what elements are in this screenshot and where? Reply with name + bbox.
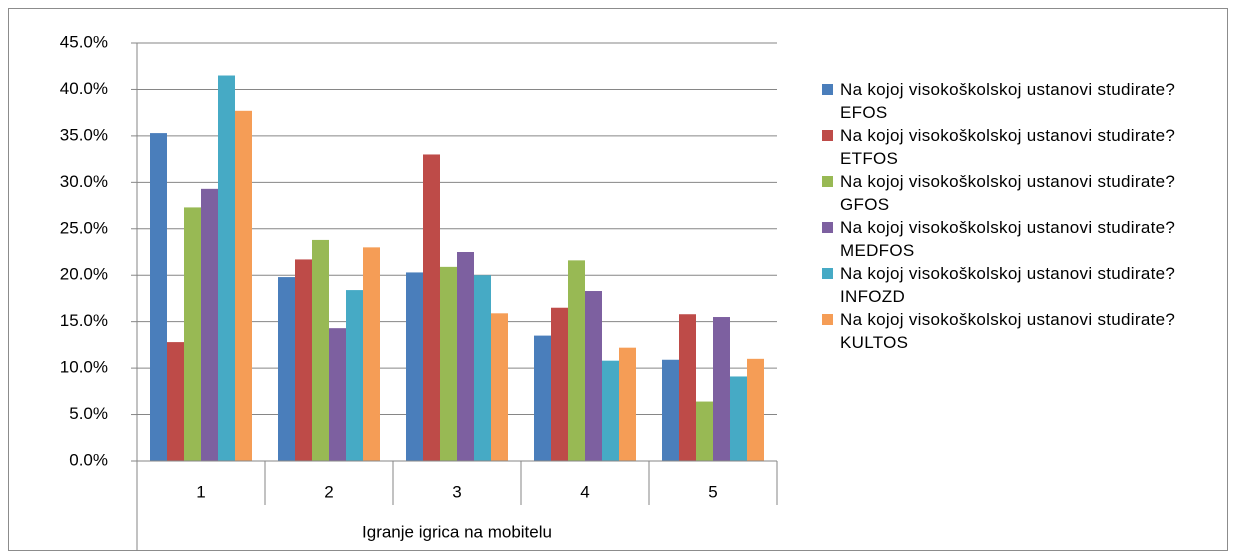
legend-item: Na kojoj visokoškolskoj ustanovi studira… bbox=[820, 78, 1220, 124]
legend-label: Na kojoj visokoškolskoj ustanovi studira… bbox=[840, 80, 1176, 122]
x-tick-label: 2 bbox=[324, 482, 333, 501]
bar bbox=[551, 307, 568, 461]
legend-swatch bbox=[822, 222, 833, 233]
y-tick-label: 20.0% bbox=[60, 265, 108, 284]
bar bbox=[184, 207, 201, 461]
y-tick-label: 10.0% bbox=[60, 358, 108, 377]
bar bbox=[150, 133, 167, 461]
bar bbox=[747, 358, 764, 461]
chart-border bbox=[8, 8, 1228, 551]
bar bbox=[423, 154, 440, 461]
y-tick-label: 45.0% bbox=[60, 32, 108, 51]
legend-swatch bbox=[822, 176, 833, 187]
y-tick-label: 0.0% bbox=[69, 450, 108, 469]
y-tick-label: 35.0% bbox=[60, 125, 108, 144]
x-tick-label: 3 bbox=[452, 482, 461, 501]
bar bbox=[534, 335, 551, 461]
bar bbox=[619, 347, 636, 461]
bar bbox=[167, 342, 184, 461]
bar bbox=[457, 252, 474, 461]
bar bbox=[312, 239, 329, 461]
y-tick-label: 5.0% bbox=[69, 404, 108, 423]
x-tick-label: 5 bbox=[708, 482, 717, 501]
bar bbox=[730, 376, 747, 461]
legend-swatch bbox=[822, 268, 833, 279]
bar bbox=[491, 313, 508, 461]
legend-item: Na kojoj visokoškolskoj ustanovi studira… bbox=[820, 170, 1220, 216]
bar bbox=[585, 291, 602, 461]
bar bbox=[440, 266, 457, 461]
bar bbox=[679, 314, 696, 461]
bar bbox=[346, 290, 363, 461]
y-tick-label: 40.0% bbox=[60, 79, 108, 98]
legend-label: Na kojoj visokoškolskoj ustanovi studira… bbox=[840, 172, 1176, 214]
bar bbox=[406, 272, 423, 461]
legend-item: Na kojoj visokoškolskoj ustanovi studira… bbox=[820, 124, 1220, 170]
legend: Na kojoj visokoškolskoj ustanovi studira… bbox=[820, 78, 1220, 354]
x-tick-label: 1 bbox=[196, 482, 205, 501]
bar bbox=[218, 75, 235, 461]
y-tick-label: 15.0% bbox=[60, 311, 108, 330]
legend-item: Na kojoj visokoškolskoj ustanovi studira… bbox=[820, 262, 1220, 308]
x-tick-label: 4 bbox=[580, 482, 589, 501]
bar bbox=[568, 260, 585, 461]
legend-label: Na kojoj visokoškolskoj ustanovi studira… bbox=[840, 310, 1176, 352]
y-tick-label: 30.0% bbox=[60, 172, 108, 191]
bar bbox=[363, 247, 380, 461]
bar bbox=[201, 188, 218, 461]
x-axis-title: Igranje igrica na mobitelu bbox=[362, 522, 552, 541]
bar bbox=[329, 328, 346, 461]
legend-item: Na kojoj visokoškolskoj ustanovi studira… bbox=[820, 216, 1220, 262]
legend-swatch bbox=[822, 314, 833, 325]
bar bbox=[295, 259, 312, 461]
legend-swatch bbox=[822, 130, 833, 141]
bar bbox=[662, 359, 679, 461]
legend-label: Na kojoj visokoškolskoj ustanovi studira… bbox=[840, 264, 1176, 306]
legend-item: Na kojoj visokoškolskoj ustanovi studira… bbox=[820, 308, 1220, 354]
bar bbox=[713, 317, 730, 461]
legend-label: Na kojoj visokoškolskoj ustanovi studira… bbox=[840, 126, 1176, 168]
bar bbox=[235, 110, 252, 461]
y-tick-label: 25.0% bbox=[60, 218, 108, 237]
bar bbox=[474, 275, 491, 461]
bar bbox=[696, 401, 713, 461]
bar bbox=[278, 277, 295, 461]
bar bbox=[602, 360, 619, 461]
legend-swatch bbox=[822, 84, 833, 95]
legend-label: Na kojoj visokoškolskoj ustanovi studira… bbox=[840, 218, 1176, 260]
